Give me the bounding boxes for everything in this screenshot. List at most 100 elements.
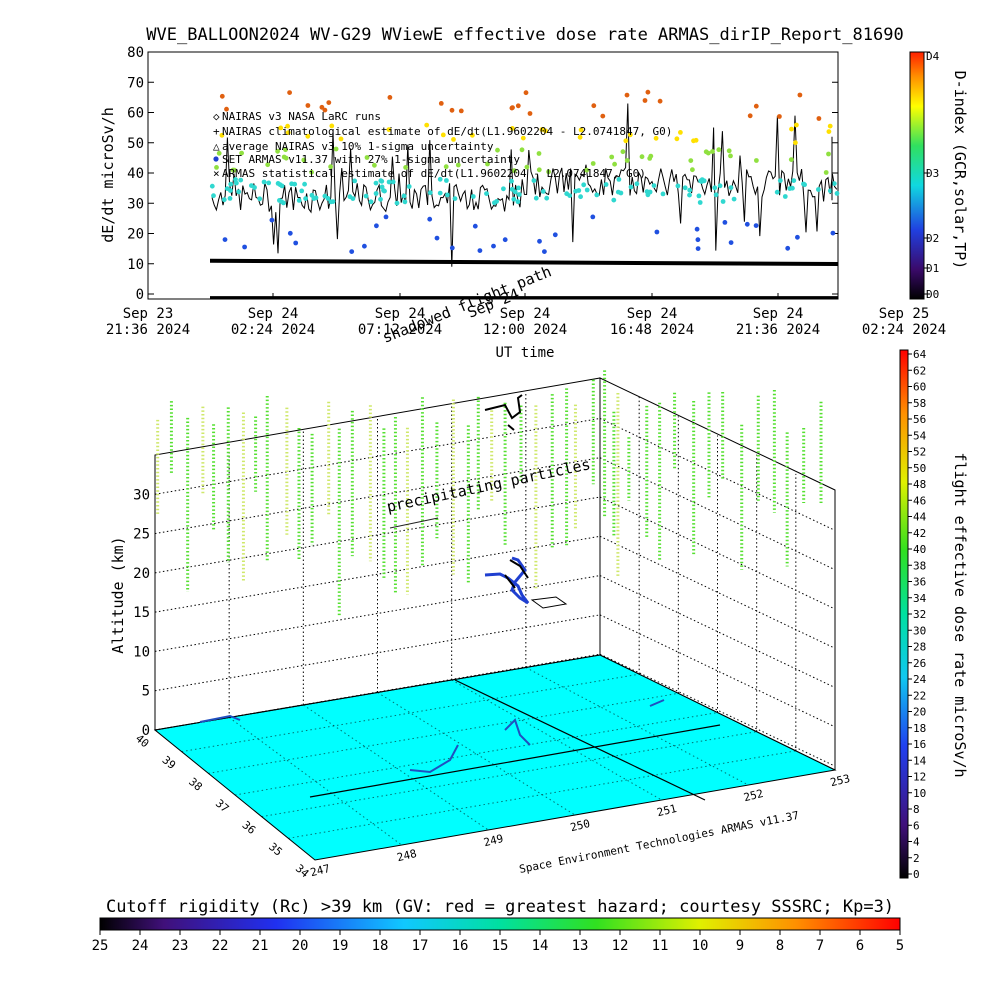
dose-point (654, 229, 660, 235)
dose-point (502, 237, 508, 243)
dose-point (620, 149, 626, 155)
nairas-climatology-line (209, 258, 839, 267)
dose-tick-label: 2 (913, 852, 920, 865)
dose-point (221, 197, 227, 203)
latitude-tick-label: 38 (186, 775, 205, 793)
dose-tick-label: 50 (913, 462, 926, 475)
y-tick-label: 10 (127, 257, 144, 273)
dose-point (224, 106, 229, 112)
dose-point (590, 214, 596, 220)
dose-point (816, 187, 821, 192)
dose-point (539, 127, 545, 132)
dose-tick-label: 52 (913, 446, 926, 459)
x-tick-time: 21:36 2024 (106, 322, 190, 338)
rigidity-ticks: 25 24 23 22 21 20 19 18 17 16 15 14 13 12 11 10 9 8 7 6 5 (92, 930, 904, 954)
dose-point (584, 187, 590, 193)
altitude-gridline-right (599, 614, 836, 728)
dose-point (299, 188, 305, 194)
dose-point (624, 92, 630, 98)
dose-point (305, 103, 311, 108)
rigidity-tick-label: 7 (816, 938, 824, 954)
dose-point (352, 178, 358, 184)
longitude-tick-label: 247 (309, 862, 331, 879)
figure-title: WVE_BALLOON2024 WV-G29 WViewE effective … (146, 25, 903, 45)
x-tick-day: Sep 25 (879, 306, 930, 322)
rigidity-tick-label: 8 (776, 938, 784, 954)
dose-point (390, 179, 396, 185)
dose-point (455, 162, 461, 168)
dose-point (694, 226, 700, 232)
dose-point (546, 169, 551, 175)
altitude-tick-label: 30 (133, 487, 150, 503)
legend-marker-triangle: △ (213, 140, 220, 153)
dose-point (305, 133, 311, 139)
dose-point (642, 98, 648, 103)
legend-marker-diamond: ◇ (213, 110, 220, 123)
dose-point (515, 103, 521, 109)
dose-point (472, 223, 478, 229)
legend-item-nairas-climatological: NAIRAS climatological estimate of dE/dt(… (222, 125, 672, 138)
dose-point (728, 185, 734, 191)
dose-point (627, 132, 633, 138)
dose-point (827, 123, 833, 129)
upper-legend: ◇ NAIRAS v3 NASA LaRC runs + NAIRAS clim… (213, 110, 672, 180)
dose-point (647, 156, 653, 161)
dose-tick-label: 62 (913, 364, 926, 377)
dose-point (690, 167, 695, 173)
dose-point (233, 177, 238, 182)
dose-point (527, 111, 533, 116)
dose-rate-colorbar (899, 349, 909, 879)
y-tick-label: 60 (127, 106, 144, 122)
rigidity-colorbar (99, 917, 901, 931)
dose-tick-label: 54 (913, 429, 927, 442)
x-tick-time: 12:00 2024 (483, 322, 567, 338)
dose-point (350, 196, 356, 202)
dose-point (827, 188, 833, 194)
dose-point (242, 244, 248, 250)
longitude-axis: 247 248 249 250 251 252 253 (309, 772, 851, 879)
dose-point (802, 182, 807, 188)
dose-point (823, 170, 829, 175)
d-index-tick-label: D4 (926, 50, 940, 63)
dose-point (581, 182, 587, 188)
y-tick-label: 50 (127, 136, 144, 152)
dose-tick-label: 26 (913, 657, 926, 670)
dose-point (281, 200, 286, 206)
dose-point (542, 249, 547, 255)
surface-shadow-track (199, 699, 665, 774)
dose-point (609, 154, 615, 160)
dose-point (678, 130, 683, 135)
dose-point (326, 100, 332, 105)
altitude-axis-label: Altitude (km) (109, 536, 127, 653)
dose-point (329, 123, 335, 129)
dose-point (552, 232, 558, 238)
y-tick-label: 40 (127, 166, 144, 182)
dose-point (257, 196, 263, 202)
longitude-tick-label: 250 (569, 817, 591, 834)
dose-tick-label: 44 (913, 511, 927, 524)
dose-point (227, 196, 233, 201)
dose-point (523, 90, 529, 96)
dose-point (401, 193, 407, 199)
altitude-gridline-right (599, 575, 836, 689)
dose-tick-label: 32 (913, 608, 926, 621)
altitude-gridline (154, 496, 601, 574)
altitude-tick-label: 5 (142, 684, 150, 700)
dose-point (720, 199, 726, 204)
dose-point (382, 188, 387, 194)
dose-point (716, 147, 722, 153)
dose-tick-label: 64 (913, 348, 927, 361)
x-tick-time: 07:12 2024 (358, 322, 442, 338)
upper-y-axis-label: dE/dt microSv/h (99, 107, 117, 242)
dose-point (653, 135, 659, 141)
dose-point (794, 122, 799, 128)
dose-point (485, 161, 490, 167)
surface-track-line (454, 679, 706, 801)
rigidity-tick-label: 14 (532, 938, 549, 954)
dose-point (511, 196, 517, 202)
altitude-tick-label: 10 (133, 644, 150, 660)
dose-point (387, 95, 393, 100)
dose-point (777, 178, 783, 184)
dose-point (544, 195, 550, 201)
